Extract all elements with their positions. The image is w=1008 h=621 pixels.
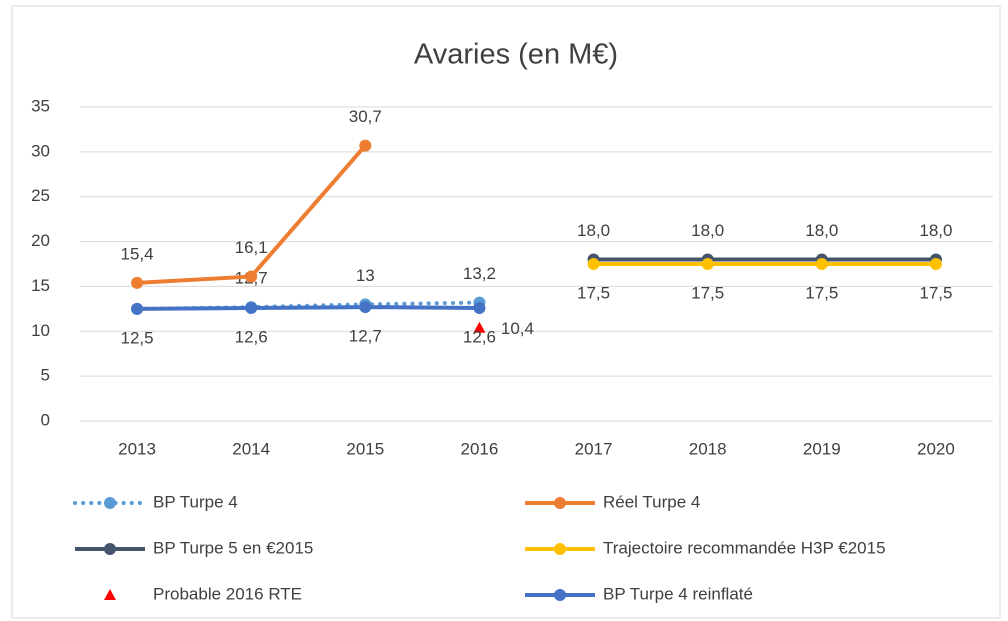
y-tick-label: 25 [31,186,50,205]
data-point [131,302,144,315]
x-tick-label: 2020 [917,439,955,458]
data-point [929,258,942,270]
data-label: 17,5 [577,283,610,302]
data-label: 10,4 [501,319,534,338]
legend-label: BP Turpe 5 en €2015 [153,538,313,557]
data-label: 12,5 [121,328,154,347]
data-point [245,301,258,314]
legend-marker [554,497,566,509]
series-line [137,305,480,311]
x-tick-label: 2015 [346,439,384,458]
y-tick-label: 15 [31,276,50,295]
data-point [701,258,714,270]
x-tick-label: 2018 [689,439,727,458]
data-label: 18,0 [577,221,610,240]
legend-label: Probable 2016 RTE [153,584,302,603]
legend-marker [554,543,566,555]
x-tick-label: 2014 [232,439,270,458]
y-tick-label: 20 [31,231,50,250]
y-tick-label: 30 [31,141,50,160]
legend-marker [104,497,116,509]
x-tick-label: 2013 [118,439,156,458]
legend-label: Réel Turpe 4 [603,492,700,511]
legend-marker [104,589,116,600]
legend-label: BP Turpe 4 reinflaté [603,584,753,603]
data-label: 12,7 [349,327,382,346]
data-label: 17,5 [691,283,724,302]
data-label: 13 [356,266,375,285]
legend-label: BP Turpe 4 [153,492,238,511]
chart-frame [11,5,1001,619]
data-point [473,321,486,333]
y-tick-label: 0 [41,410,50,429]
data-label: 17,5 [919,283,952,302]
data-label: 18,0 [691,221,724,240]
y-tick-label: 35 [31,96,50,115]
data-label: 12,6 [463,327,496,346]
data-point [815,258,828,270]
data-label: 15,4 [121,244,154,263]
data-point [359,139,372,152]
data-label: 16,1 [235,238,268,257]
data-label: 17,5 [805,283,838,302]
data-point [131,276,144,289]
x-tick-label: 2016 [461,439,499,458]
data-label: 30,7 [349,107,382,126]
data-label: 18,0 [805,221,838,240]
legend-label: Trajectoire recommandée H3P €2015 [603,538,886,557]
data-label: 12,6 [235,327,268,346]
data-label: 13,2 [463,264,496,283]
y-tick-label: 10 [31,321,50,340]
x-tick-label: 2019 [803,439,841,458]
x-tick-label: 2017 [575,439,613,458]
legend-marker [554,589,566,601]
data-point [359,301,372,314]
data-point [473,301,486,314]
data-label: 18,0 [919,221,952,240]
y-tick-label: 5 [41,366,50,385]
legend-marker [104,543,116,555]
data-point [587,258,600,270]
data-point [245,270,258,283]
chart-title: Avaries (en M€) [414,39,618,71]
